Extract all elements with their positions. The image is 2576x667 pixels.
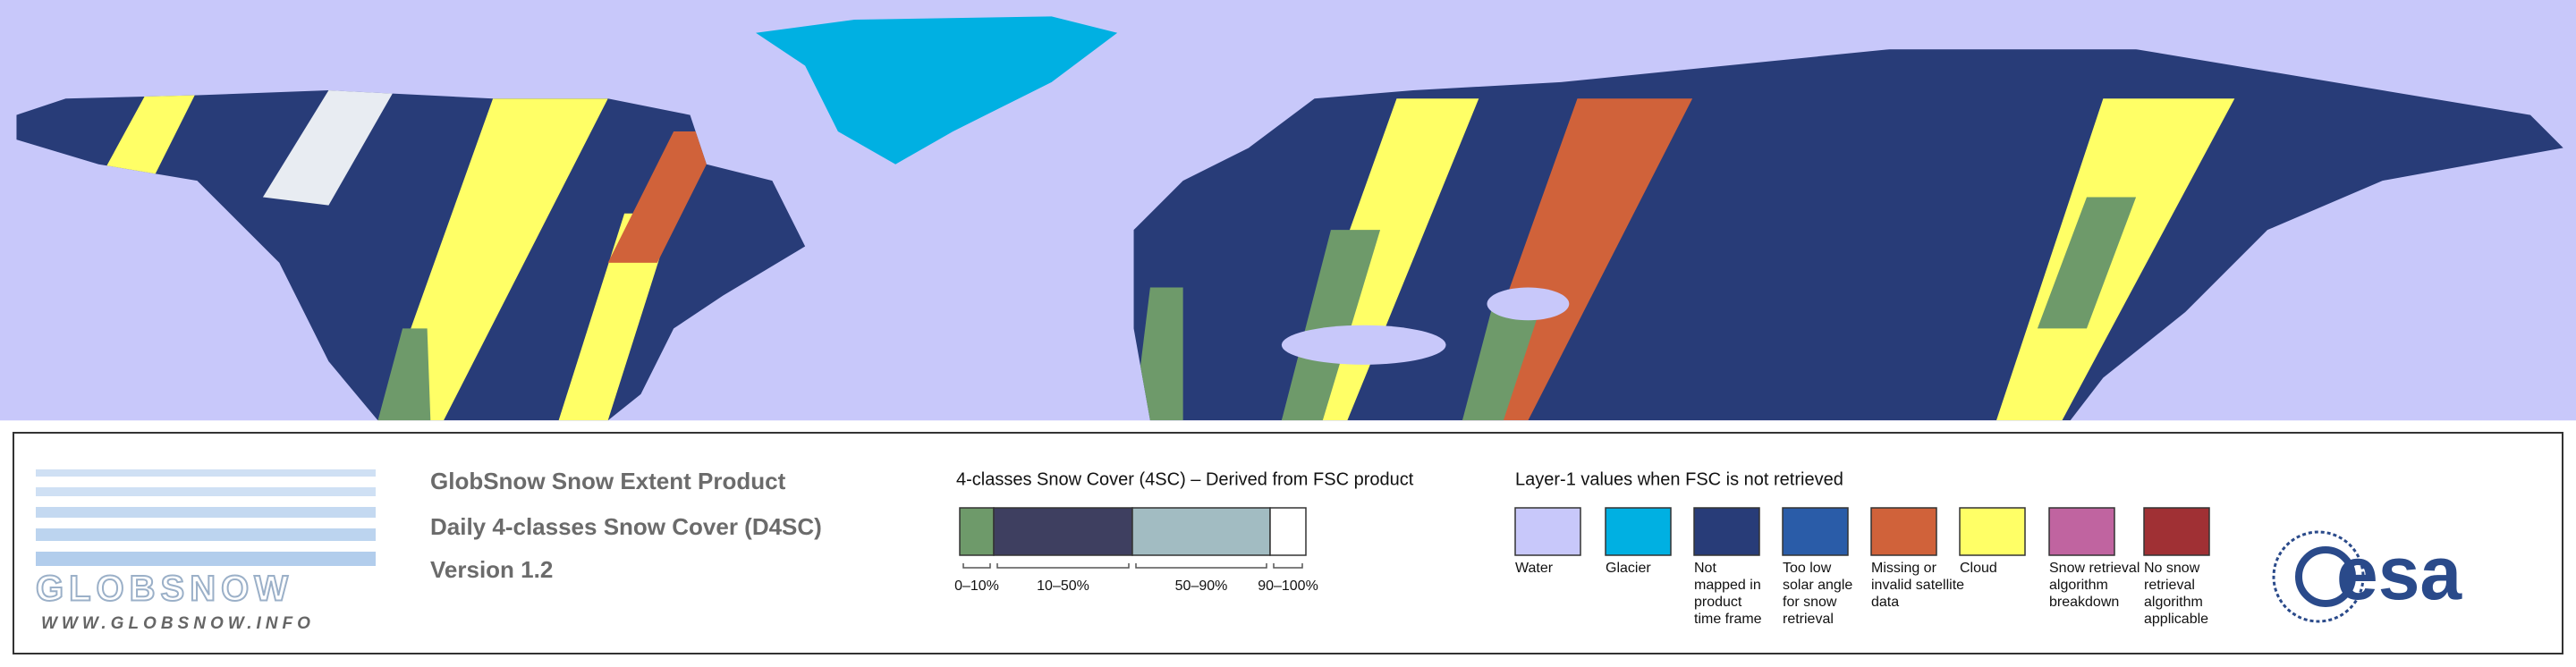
swatch bbox=[2143, 507, 2210, 556]
class-brace bbox=[1273, 563, 1303, 569]
swatch-label: Glacier bbox=[1606, 561, 1651, 576]
label-line: algorithm bbox=[2049, 578, 2108, 593]
class-segment bbox=[959, 507, 995, 556]
label-line: mapped in bbox=[1694, 578, 1761, 593]
class-brace bbox=[1135, 563, 1267, 569]
esa-name: esa bbox=[2336, 531, 2462, 615]
map bbox=[0, 0, 2576, 421]
swatch-label: Missing or invalid satellite data bbox=[1871, 561, 1964, 610]
label-line: Snow retrieval bbox=[2049, 561, 2140, 576]
layer1-title: Layer-1 values when FSC is not retrieved bbox=[1515, 469, 1843, 489]
greenland bbox=[756, 16, 1118, 165]
four-class-title: 4-classes Snow Cover (4SC) – Derived fro… bbox=[956, 469, 1414, 489]
class-segment bbox=[1269, 507, 1307, 556]
swatch bbox=[2048, 507, 2115, 556]
label-line: applicable bbox=[2144, 612, 2208, 627]
label-line: Missing or bbox=[1871, 561, 1937, 576]
product-line: Version 1.2 bbox=[430, 556, 553, 583]
label-line: retrieval bbox=[2144, 578, 2195, 593]
logo-url: WWW.GLOBSNOW.INFO bbox=[41, 614, 315, 633]
layer1-legend: Water Glacier Not mapped in product time fram… bbox=[1514, 507, 2210, 627]
four-class-bar: 0–10% 10–50% 50–90% 90–100% bbox=[954, 507, 1318, 594]
label-line: breakdown bbox=[2049, 595, 2119, 610]
swatch bbox=[1514, 507, 1581, 556]
label-line: invalid satellite bbox=[1871, 578, 1964, 593]
label-line: Cloud bbox=[1960, 561, 1997, 576]
swatch-label: No snow retrieval algorithm applicable bbox=[2144, 561, 2208, 627]
product-info: GlobSnow Snow Extent Product Daily 4-cla… bbox=[430, 468, 822, 583]
label-line: for snow bbox=[1783, 595, 1837, 610]
swatch bbox=[1782, 507, 1849, 556]
label-line: algorithm bbox=[2144, 595, 2203, 610]
swatch-label: Cloud bbox=[1960, 561, 1997, 576]
swatch-label: Too low solar angle for snow retrieval bbox=[1783, 561, 1852, 627]
class-label: 90–100% bbox=[1258, 578, 1318, 594]
swatch-label: Snow retrieval algorithm breakdown bbox=[2049, 561, 2140, 610]
label-line: product bbox=[1694, 595, 1742, 610]
class-label: 10–50% bbox=[1037, 578, 1089, 594]
product-line: GlobSnow Snow Extent Product bbox=[430, 468, 786, 494]
label-line: retrieval bbox=[1783, 612, 1834, 627]
class-label: 0–10% bbox=[954, 578, 999, 594]
swatch-label: Water bbox=[1515, 561, 1554, 576]
esa-logo: esa bbox=[2272, 530, 2462, 623]
swatch bbox=[1959, 507, 2026, 556]
class-brace bbox=[996, 563, 1130, 569]
label-line: No snow bbox=[2144, 561, 2200, 576]
label-line: Too low bbox=[1783, 561, 1832, 576]
label-line: time frame bbox=[1694, 612, 1762, 627]
label-line: Water bbox=[1515, 561, 1554, 576]
swatch bbox=[1605, 507, 1672, 556]
black-sea bbox=[1487, 287, 1570, 321]
class-label: 50–90% bbox=[1175, 578, 1228, 594]
swatch bbox=[1870, 507, 1937, 556]
mediterranean bbox=[1281, 325, 1446, 365]
label-line: Glacier bbox=[1606, 561, 1651, 576]
label-line: Not bbox=[1694, 561, 1716, 576]
globsnow-logo: GLOBSNOW WWW.GLOBSNOW.INFO bbox=[35, 469, 376, 633]
logo-name: GLOBSNOW bbox=[36, 570, 293, 609]
swatch-label: Not mapped in product time frame bbox=[1694, 561, 1762, 627]
swatch bbox=[1693, 507, 1760, 556]
class-segment bbox=[993, 507, 1133, 556]
product-line: Daily 4-classes Snow Cover (D4SC) bbox=[430, 513, 822, 540]
class-segment bbox=[1131, 507, 1271, 556]
class-brace bbox=[962, 563, 991, 569]
label-line: solar angle bbox=[1783, 578, 1852, 593]
label-line: data bbox=[1871, 595, 1899, 610]
